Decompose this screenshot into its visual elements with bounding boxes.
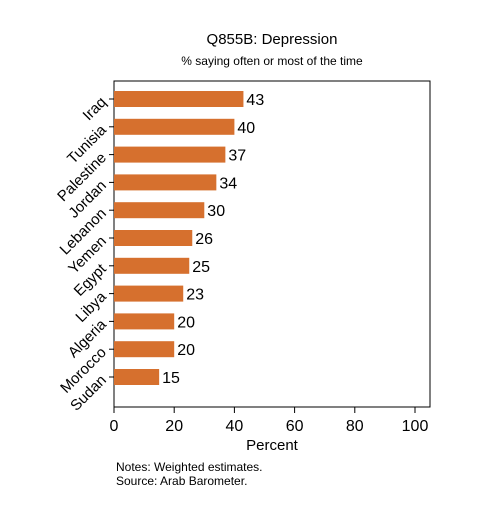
bar-tunisia xyxy=(114,118,235,135)
bar-egypt xyxy=(114,257,190,274)
data-label: 26 xyxy=(195,231,213,248)
bar-iraq xyxy=(114,91,244,107)
x-tick-label: 60 xyxy=(286,418,304,435)
data-label: 30 xyxy=(207,203,225,220)
x-tick-label: 100 xyxy=(402,418,429,435)
y-tick-label: Iraq xyxy=(80,94,110,124)
source-line: Source: Arab Barometer. xyxy=(116,474,248,488)
bar-palestine xyxy=(114,146,226,163)
bar-sudan xyxy=(114,369,160,385)
data-label: 25 xyxy=(192,259,210,276)
bar-libya xyxy=(114,285,184,302)
data-label: 37 xyxy=(228,148,246,165)
data-label: 20 xyxy=(177,342,195,359)
data-label: 40 xyxy=(237,120,255,137)
notes-line: Notes: Weighted estimates. xyxy=(116,460,263,474)
bar-lebanon xyxy=(114,202,205,219)
x-tick-label: 20 xyxy=(165,418,183,435)
data-label: 34 xyxy=(219,175,237,192)
data-label: 43 xyxy=(246,92,264,109)
chart-notes: Notes: Weighted estimates. Source: Arab … xyxy=(116,460,263,488)
data-label: 20 xyxy=(177,314,195,331)
x-tick-label: 40 xyxy=(226,418,244,435)
x-tick-label: 80 xyxy=(346,418,364,435)
data-label: 23 xyxy=(186,287,204,304)
x-axis-title: Percent xyxy=(246,437,299,454)
chart-subtitle: % saying often or most of the time xyxy=(181,54,363,68)
x-tick-label: 0 xyxy=(110,418,119,435)
bar-algeria xyxy=(114,313,175,330)
chart-title: Q855B: Depression xyxy=(207,31,338,48)
bar-jordan xyxy=(114,174,217,191)
bar-morocco xyxy=(114,341,175,358)
bar-yemen xyxy=(114,230,193,246)
data-label: 15 xyxy=(162,370,180,387)
